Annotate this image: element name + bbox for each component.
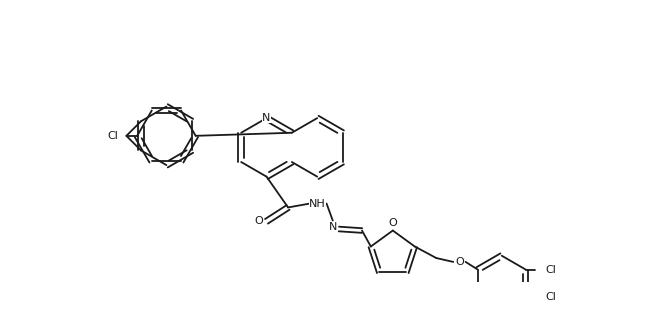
Text: O: O <box>455 257 464 267</box>
Text: Cl: Cl <box>546 265 556 275</box>
Text: Cl: Cl <box>108 131 119 141</box>
Text: O: O <box>389 218 397 228</box>
Text: O: O <box>255 216 263 226</box>
Text: NH: NH <box>309 198 326 209</box>
Text: Cl: Cl <box>546 292 556 302</box>
Text: N: N <box>263 113 271 123</box>
Text: N: N <box>328 222 337 232</box>
